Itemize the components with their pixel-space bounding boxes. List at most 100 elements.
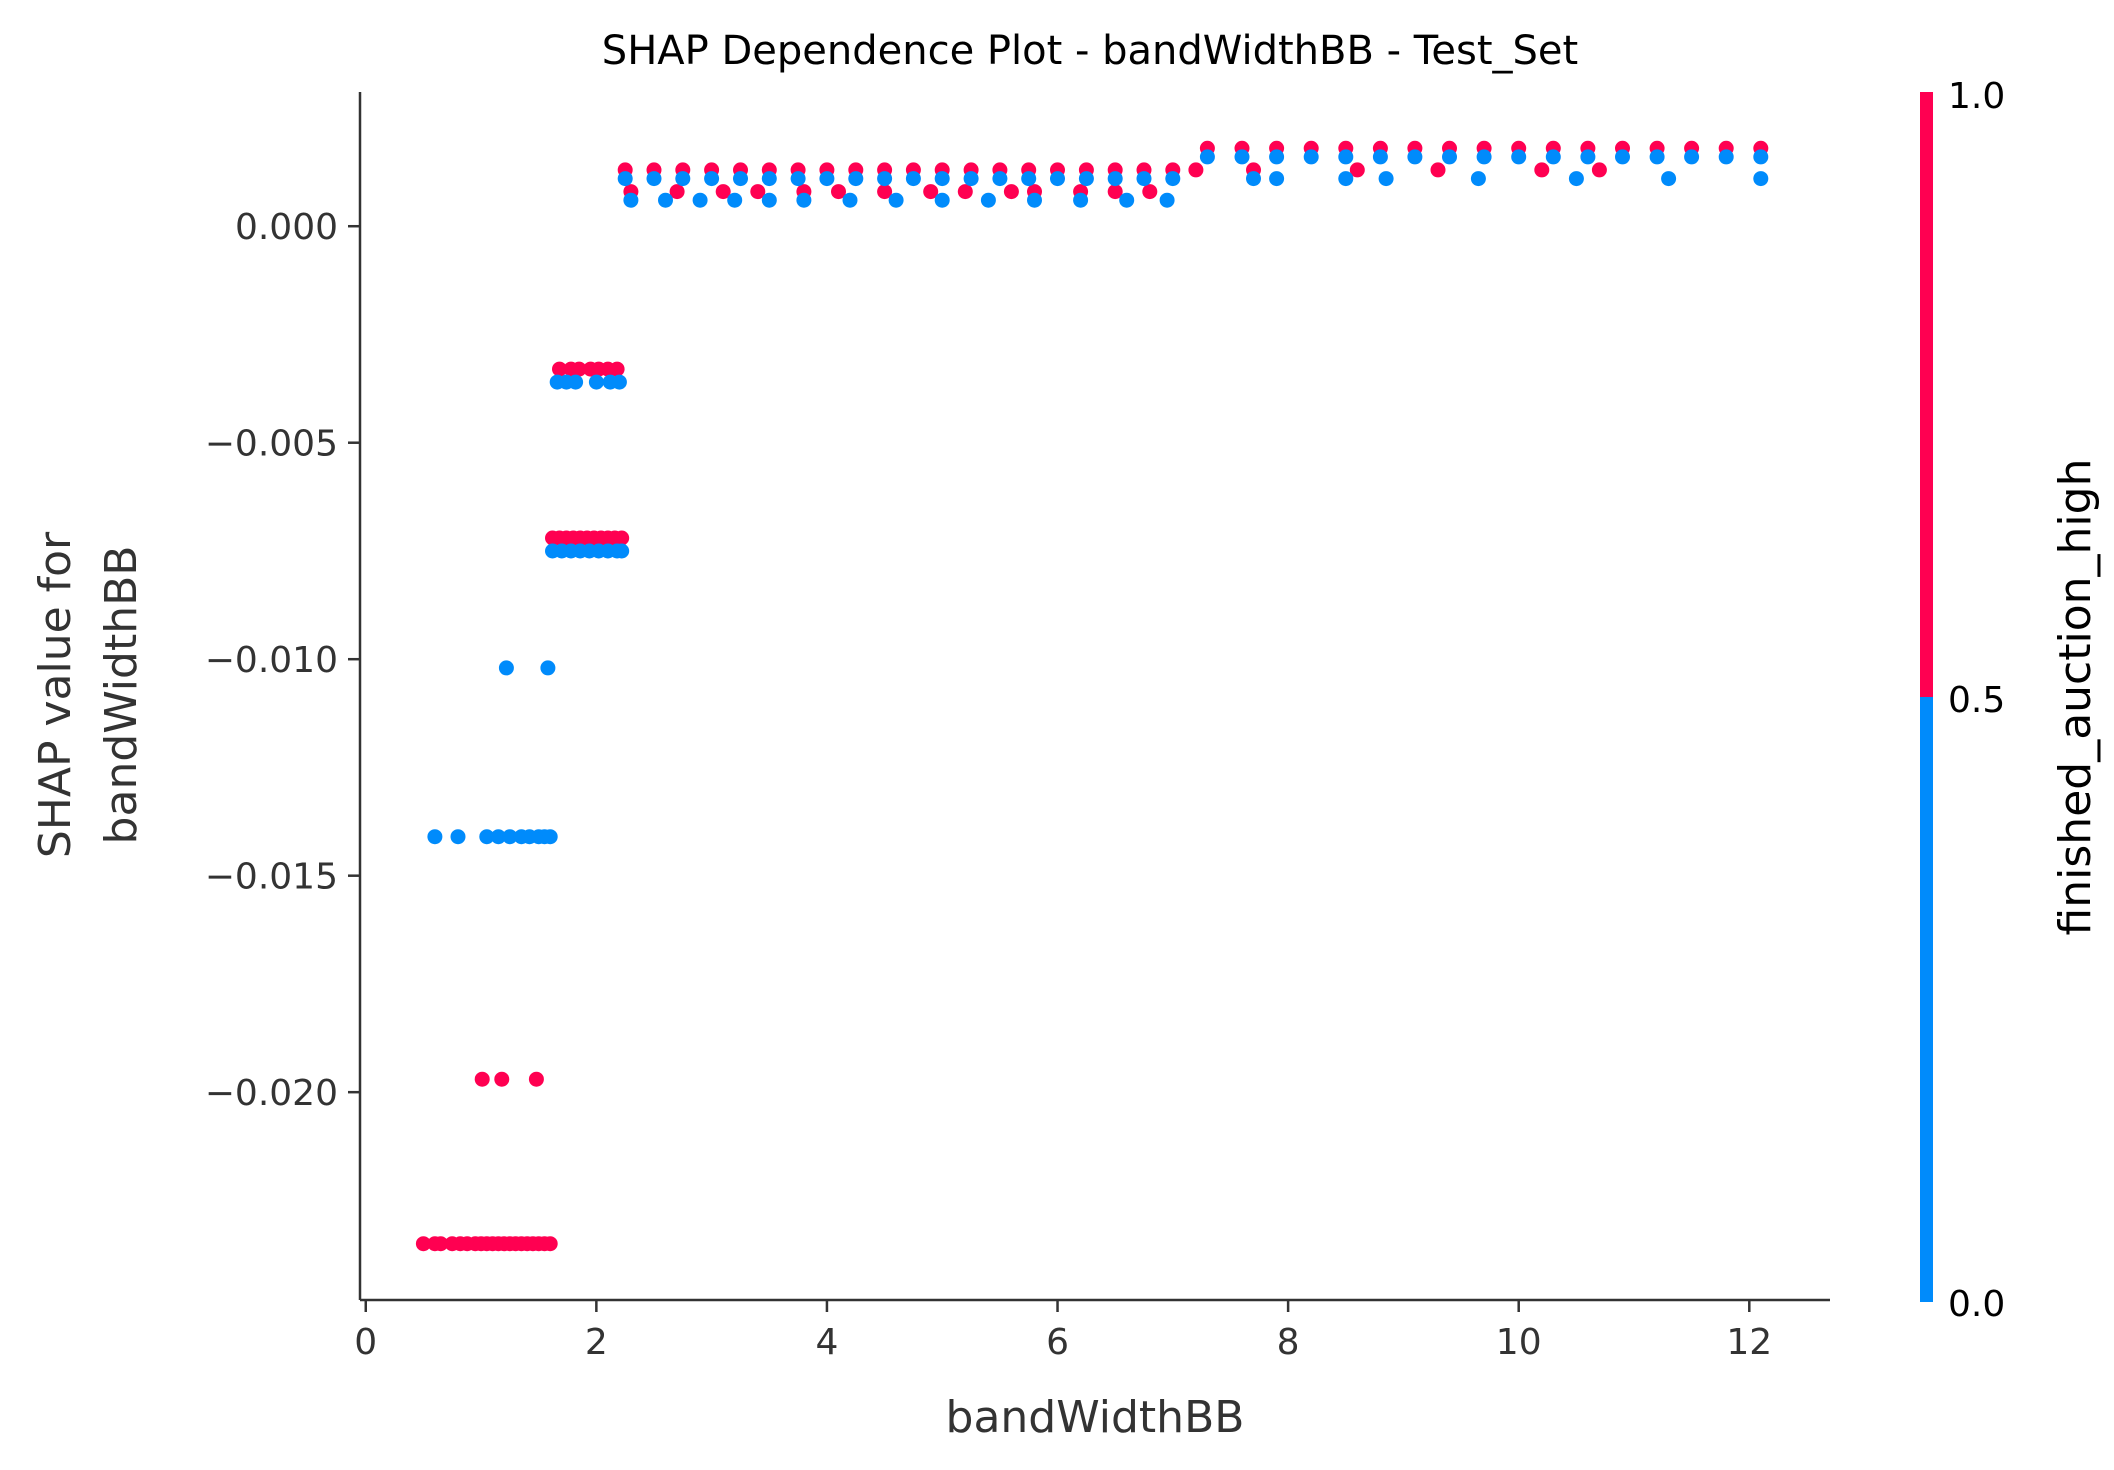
data-point	[1568, 171, 1584, 187]
data-point	[1338, 149, 1354, 165]
data-point	[1511, 149, 1527, 165]
data-point	[934, 171, 950, 187]
data-point	[494, 1071, 510, 1087]
x-tick-label: 2	[585, 1322, 608, 1363]
data-point	[1188, 162, 1204, 178]
data-point	[1107, 171, 1123, 187]
data-point	[542, 1236, 558, 1252]
y-tick-label: −0.010	[205, 640, 338, 681]
colorbar	[1920, 92, 1933, 1302]
data-point	[819, 171, 835, 187]
data-point	[923, 184, 939, 200]
data-point	[888, 192, 904, 208]
data-point	[1442, 149, 1457, 165]
data-point	[848, 171, 864, 187]
data-point	[669, 184, 685, 200]
data-point	[790, 171, 806, 187]
data-point	[1545, 149, 1561, 165]
data-point	[992, 171, 1008, 187]
data-point	[614, 530, 630, 546]
data-point	[1407, 149, 1423, 165]
data-point	[1372, 149, 1388, 165]
data-point	[1430, 162, 1446, 178]
data-point	[1378, 171, 1394, 187]
data-point	[540, 660, 556, 676]
data-point	[1303, 149, 1319, 165]
x-tick-label: 12	[1726, 1322, 1772, 1363]
y-tick-label: 0.000	[235, 207, 338, 248]
data-point	[1021, 171, 1037, 187]
data-point	[433, 1236, 449, 1252]
data-point	[502, 829, 518, 845]
data-point	[877, 171, 893, 187]
chart-title: SHAP Dependence Plot - bandWidthBB - Tes…	[602, 28, 1578, 74]
data-point	[552, 361, 567, 377]
data-point	[1003, 184, 1019, 200]
data-point	[905, 171, 921, 187]
x-tick-label: 8	[1277, 1322, 1300, 1363]
data-point	[733, 171, 748, 187]
data-point	[1338, 171, 1354, 187]
data-point	[1753, 149, 1769, 165]
data-point	[1136, 171, 1152, 187]
data-point	[1534, 162, 1550, 178]
data-point	[490, 829, 506, 845]
y-ticks: 0.000 −0.005 −0.010 −0.015 −0.020	[205, 207, 360, 1114]
data-point	[611, 374, 627, 390]
data-point	[450, 829, 466, 845]
data-point	[479, 829, 495, 845]
data-point	[498, 660, 514, 676]
data-point	[1753, 171, 1769, 187]
colorbar-tick-mid: 0.5	[1948, 680, 2005, 721]
data-point	[842, 192, 858, 208]
y-tick-label: −0.015	[205, 857, 338, 898]
y-axis-label: SHAP value for bandWidthBB	[30, 531, 147, 858]
data-point	[1470, 171, 1486, 187]
data-point	[1349, 162, 1365, 178]
data-point	[704, 171, 720, 187]
data-point	[427, 829, 443, 845]
y-axis-label-line-2: bandWidthBB	[96, 546, 147, 845]
data-point	[1615, 149, 1630, 165]
colorbar-tick-low: 0.0	[1948, 1284, 2005, 1325]
data-point	[957, 184, 973, 200]
data-point	[1073, 192, 1089, 208]
data-point	[568, 374, 584, 390]
data-point	[1159, 192, 1175, 208]
data-point	[761, 171, 777, 187]
y-tick-label: −0.005	[205, 424, 338, 465]
data-point	[474, 1071, 490, 1087]
y-axis-label-line-1: SHAP value for	[30, 531, 81, 858]
x-tick-label: 6	[1046, 1322, 1069, 1363]
data-point	[963, 171, 979, 187]
data-point	[1234, 149, 1250, 165]
data-point	[571, 361, 587, 377]
data-point	[1684, 149, 1700, 165]
x-tick-label: 4	[815, 1322, 838, 1363]
data-point	[877, 184, 893, 200]
data-point	[1580, 149, 1596, 165]
data-point	[1718, 149, 1734, 165]
data-point	[658, 192, 673, 208]
x-tick-label: 0	[354, 1322, 377, 1363]
data-point	[1649, 149, 1665, 165]
data-point	[831, 184, 846, 200]
data-point	[1476, 149, 1492, 165]
data-point	[1107, 184, 1123, 200]
data-point	[1269, 149, 1285, 165]
points-layer	[415, 140, 1769, 1252]
data-point	[1050, 171, 1065, 187]
data-point	[609, 361, 625, 377]
data-point	[1269, 171, 1285, 187]
data-point	[617, 171, 633, 187]
data-point	[1119, 192, 1135, 208]
y-tick-label: −0.020	[205, 1073, 338, 1114]
data-point	[528, 1071, 544, 1087]
data-point	[588, 374, 604, 390]
data-point	[623, 192, 639, 208]
data-point	[1591, 162, 1607, 178]
data-point	[715, 184, 731, 200]
data-point	[1165, 171, 1181, 187]
data-point	[727, 192, 743, 208]
